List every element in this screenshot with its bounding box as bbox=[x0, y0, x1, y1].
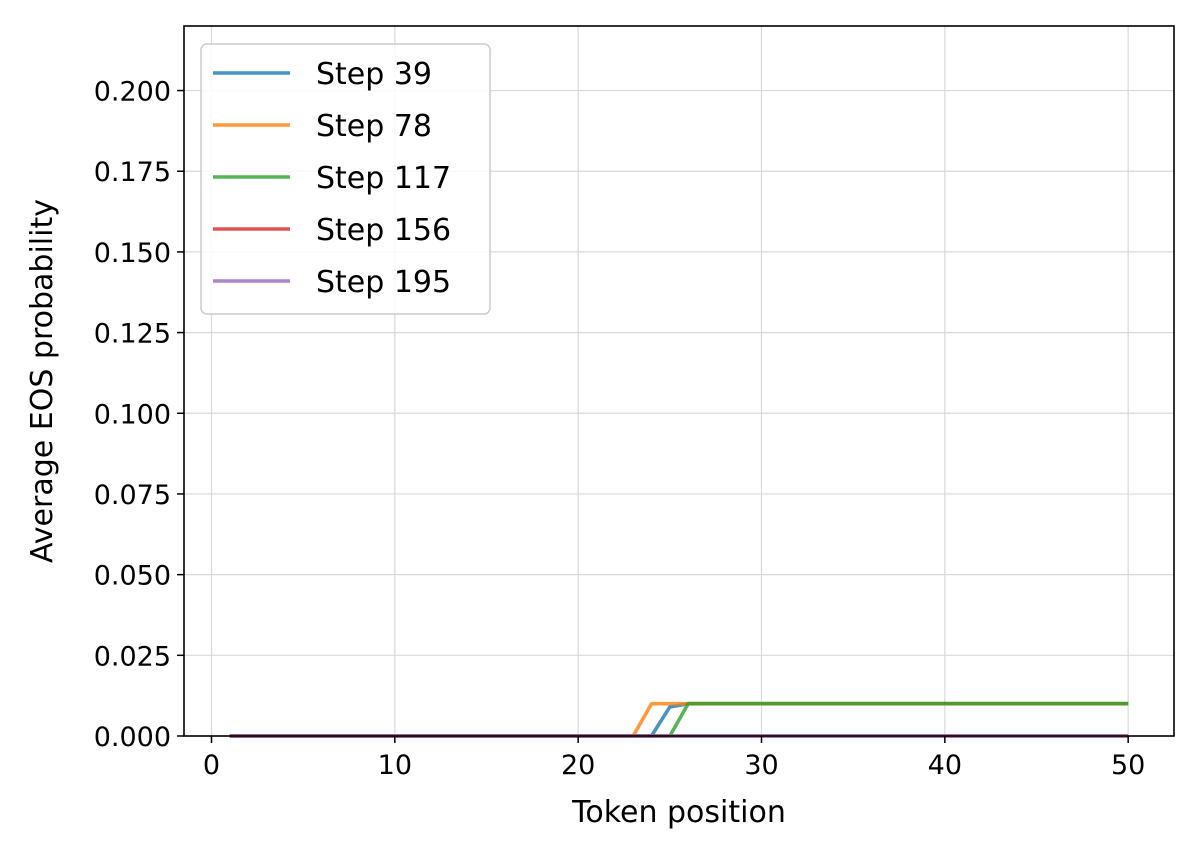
legend-label: Step 156 bbox=[316, 213, 451, 248]
y-tick-label: 0.100 bbox=[94, 399, 171, 430]
x-tick-label: 50 bbox=[1111, 750, 1145, 781]
legend-label: Step 78 bbox=[316, 109, 432, 144]
x-tick-label: 30 bbox=[744, 750, 778, 781]
x-axis: 0 10 20 30 40 50 bbox=[203, 736, 1145, 781]
y-tick-label: 0.025 bbox=[94, 641, 171, 672]
x-tick-label: 40 bbox=[928, 750, 962, 781]
x-tick-label: 20 bbox=[561, 750, 595, 781]
plot-frame bbox=[183, 25, 1175, 737]
y-axis-label: Average EOS probability bbox=[25, 199, 60, 563]
grid bbox=[184, 26, 1174, 737]
legend: Step 39 Step 78 Step 117 Step 156 Step 195 bbox=[200, 43, 491, 315]
y-axis: 0.000 0.025 0.050 0.075 0.100 0.125 0.150 0.175… bbox=[94, 77, 184, 753]
y-tick-label: 0.075 bbox=[94, 480, 171, 511]
x-axis-label: Token position bbox=[571, 795, 786, 830]
y-tick-label: 0.150 bbox=[94, 238, 171, 269]
x-tick-label: 10 bbox=[378, 750, 412, 781]
y-tick-label: 0.125 bbox=[94, 319, 171, 350]
legend-label: Step 39 bbox=[316, 57, 432, 92]
legend-box bbox=[200, 43, 491, 315]
legend-label: Step 195 bbox=[316, 265, 451, 300]
series-lines bbox=[229, 701, 1129, 738]
x-tick-label: 0 bbox=[203, 750, 220, 781]
y-tick-label: 0.175 bbox=[94, 157, 171, 188]
y-tick-label: 0.000 bbox=[94, 722, 171, 753]
y-tick-label: 0.050 bbox=[94, 561, 171, 592]
legend-label: Step 117 bbox=[316, 161, 451, 196]
series-line bbox=[229, 701, 1129, 738]
y-tick-label: 0.200 bbox=[94, 77, 171, 108]
